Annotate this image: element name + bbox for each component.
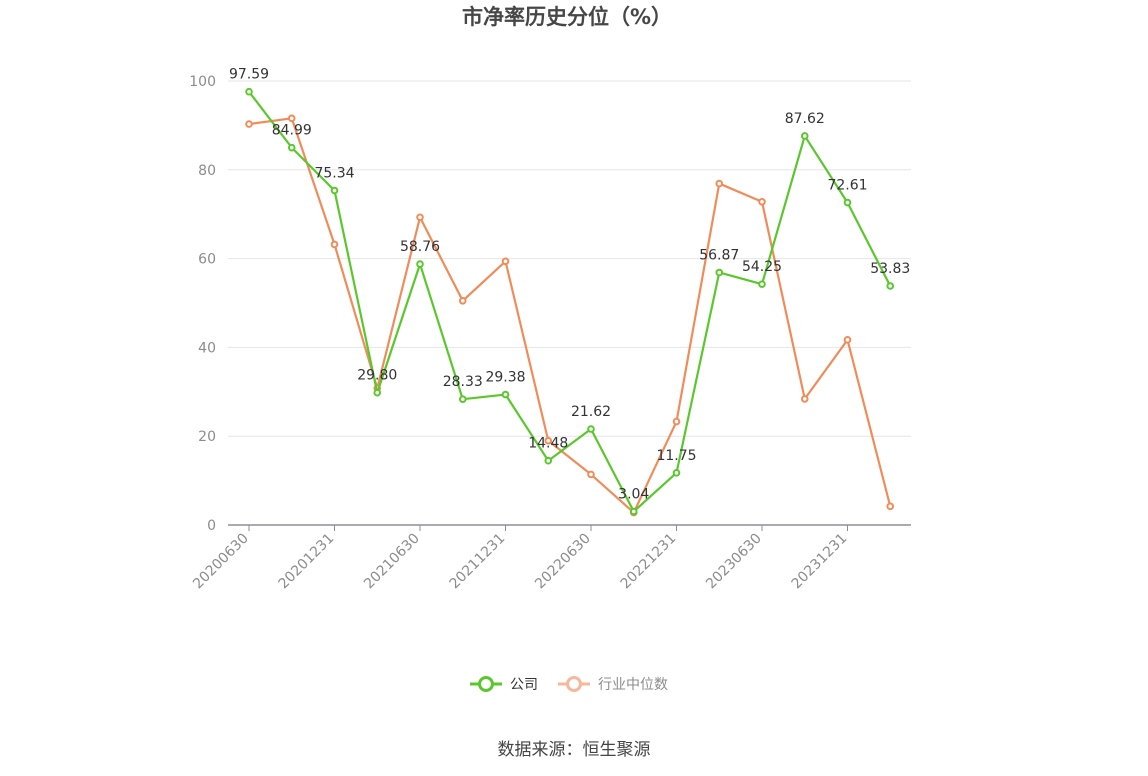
legend-company-marker-icon	[478, 676, 494, 692]
legend-item-industry[interactable]: 行业中位数	[558, 676, 668, 693]
y-tick-label: 100	[189, 74, 216, 90]
data-label: 28.33	[443, 374, 483, 390]
data-label: 11.75	[656, 448, 696, 464]
data-label: 87.62	[785, 111, 825, 127]
x-tick-label: 20201231	[276, 531, 338, 593]
axes: 0 20 40 60 80 100 20200630 20201231 20210630 2021…	[189, 74, 911, 592]
series-company	[245, 87, 895, 516]
industry-point	[458, 296, 467, 305]
data-label: 53.83	[870, 261, 910, 277]
company-point	[587, 425, 595, 433]
data-label: 29.38	[485, 370, 525, 386]
data-labels: 97.59 84.99 75.34 29.80 58.76 28.33 29.38 14.48…	[229, 67, 910, 503]
data-label: 75.34	[314, 165, 354, 181]
grid	[228, 80, 911, 437]
industry-point	[758, 197, 766, 206]
data-label: 56.87	[699, 247, 739, 263]
source-text: 数据来源：恒生聚源	[498, 740, 651, 760]
industry-point	[886, 502, 895, 511]
x-tick-label: 20200630	[190, 531, 252, 593]
legend-industry-label: 行业中位数	[598, 677, 668, 693]
industry-point	[544, 436, 553, 445]
x-tick-label: 20210630	[361, 531, 423, 593]
legend-industry-marker-icon	[566, 676, 582, 692]
y-tick-label: 40	[198, 340, 216, 356]
data-label: 97.59	[229, 67, 269, 83]
data-label: 84.99	[272, 123, 312, 139]
data-label: 29.80	[357, 368, 397, 384]
y-tick-label: 80	[198, 163, 216, 179]
company-point	[800, 132, 809, 140]
data-label: 3.04	[618, 487, 649, 503]
industry-point	[330, 240, 339, 249]
y-tick-label: 60	[198, 252, 216, 268]
company-point	[416, 260, 424, 268]
company-point	[330, 186, 339, 195]
company-point	[458, 395, 467, 404]
company-point	[758, 280, 766, 288]
data-label: 72.61	[827, 178, 867, 194]
industry-point	[715, 179, 724, 188]
data-label: 58.76	[400, 239, 440, 255]
legend: 公司 行业中位数	[470, 676, 668, 693]
x-tick-label: 20211231	[447, 531, 509, 593]
series-industry	[245, 114, 895, 517]
industry-line	[248, 117, 892, 514]
company-point	[843, 198, 852, 207]
industry-point	[843, 336, 852, 344]
y-tick-label: 0	[207, 518, 216, 534]
industry-point	[800, 395, 809, 403]
x-tick-label: 20220630	[532, 531, 594, 593]
company-point	[501, 390, 510, 399]
x-tick-label: 20231231	[789, 531, 851, 593]
company-point	[629, 507, 638, 516]
company-point	[715, 268, 724, 277]
company-point	[544, 456, 553, 465]
industry-point	[245, 120, 253, 128]
x-tick-label: 20230630	[703, 531, 765, 593]
industry-point	[587, 470, 595, 479]
chart-title: 市净率历史分位（%）	[462, 5, 672, 29]
company-point	[886, 282, 895, 290]
company-point	[287, 143, 296, 152]
industry-point	[287, 114, 296, 123]
company-point	[245, 87, 253, 96]
company-line	[248, 91, 892, 513]
industry-point	[672, 417, 681, 426]
data-label: 54.25	[742, 259, 782, 275]
x-tick-label: 20221231	[618, 531, 680, 593]
industry-point	[501, 257, 510, 266]
legend-item-company[interactable]: 公司	[470, 676, 538, 693]
data-label: 21.62	[571, 404, 611, 420]
y-tick-label: 20	[198, 429, 216, 445]
legend-company-label: 公司	[510, 677, 538, 693]
data-label: 14.48	[528, 436, 568, 452]
industry-point	[416, 213, 424, 222]
company-point	[672, 469, 681, 477]
company-point	[373, 388, 382, 397]
